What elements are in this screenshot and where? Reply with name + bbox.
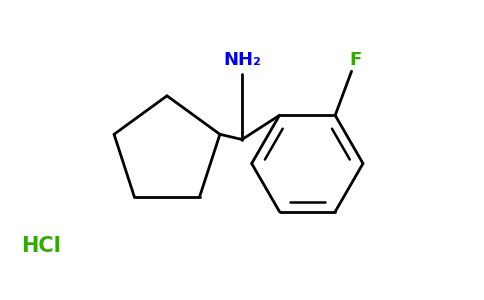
Text: NH₂: NH₂ [223,51,261,69]
Text: F: F [349,51,362,69]
Text: HCl: HCl [21,236,61,256]
